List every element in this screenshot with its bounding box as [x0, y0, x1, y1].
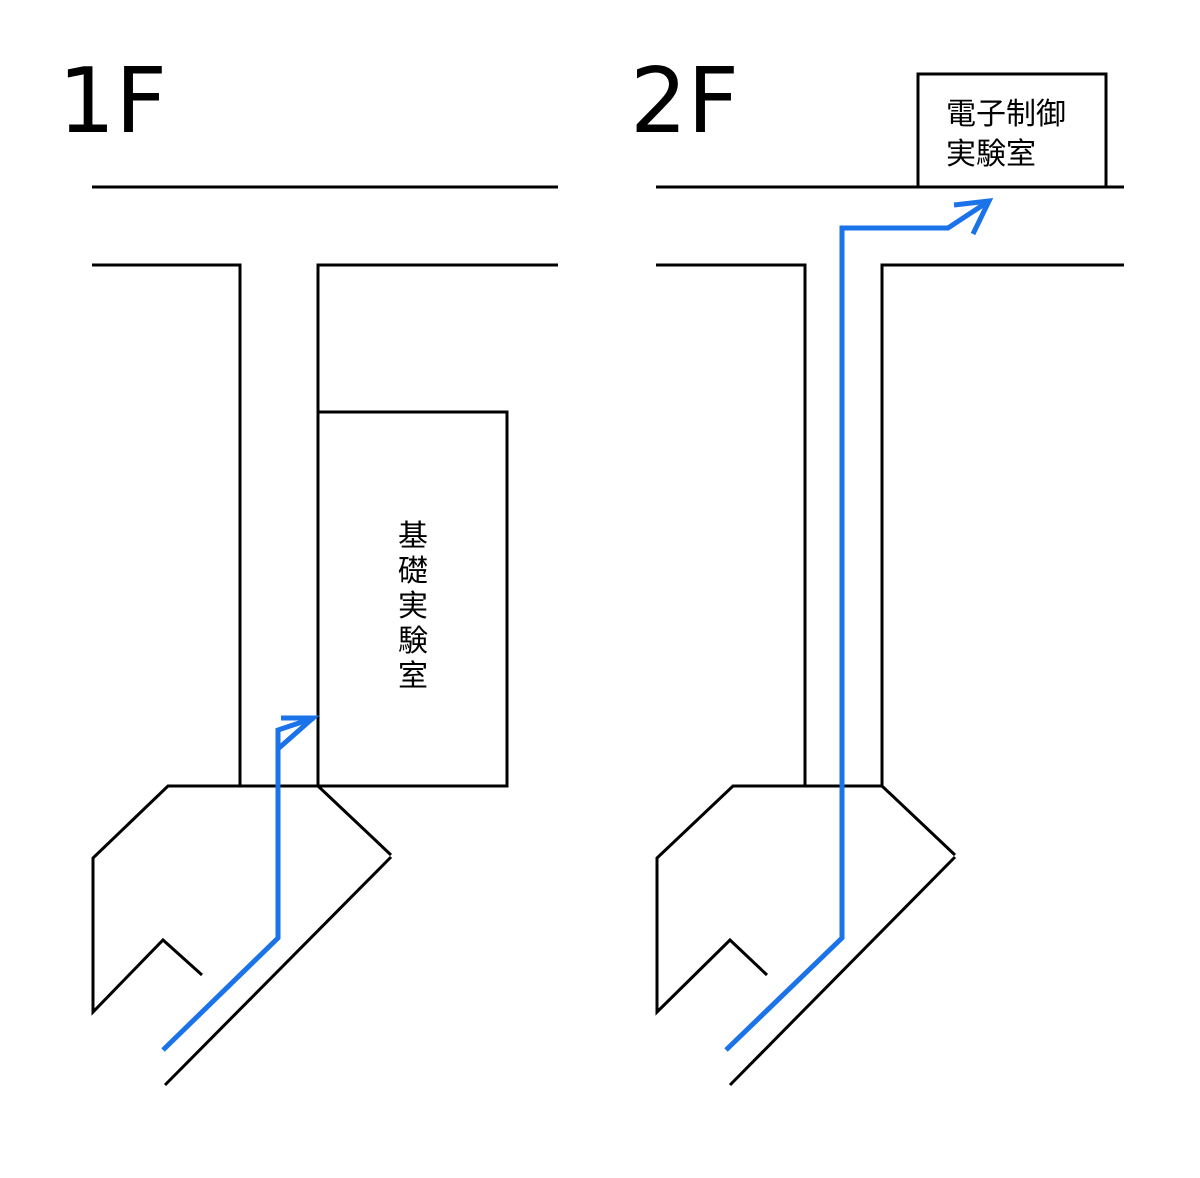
floor-1f-room-char: 礎: [398, 554, 428, 589]
floor-1f-room-char: 実: [398, 589, 428, 624]
floor-1f-corridor-wall-left: [92, 263, 242, 786]
floor-2f-route-arrowhead: [953, 197, 994, 236]
floor-1f-room-label: 基 礎 実 験 室: [398, 519, 428, 694]
floor-1f-room-box: [316, 410, 509, 788]
floor-2f: 2F 電子制御 実験室: [630, 49, 1124, 1087]
floor-1f-entrance-outline: [91, 784, 393, 1016]
floor-1f-route-arrowhead: [277, 715, 320, 750]
floor-1f-route-path: [161, 715, 315, 1052]
floor-2f-room-box: [916, 72, 1108, 189]
floor-2f-room-line: 電子制御: [946, 97, 1066, 132]
floor-1f-room-char: 基: [398, 519, 428, 554]
floor-2f-room-label: 電子制御 実験室: [946, 97, 1066, 172]
floor-1f: 1F 基 礎 実 験 室: [58, 49, 558, 1087]
floor-2f-route-path: [724, 198, 991, 1052]
floor-2f-entrance-wall: [728, 855, 957, 1087]
floor-1f-room-char: 室: [398, 659, 428, 694]
floor-1f-room-char: 験: [398, 624, 428, 659]
floor-1f-corridor-wall-right: [316, 263, 558, 786]
floor-2f-room-line: 実験室: [946, 137, 1036, 172]
floor-1f-entrance-wall: [163, 855, 393, 1087]
floor-1f-label: 1F: [58, 49, 167, 154]
floor-2f-corridor-wall-left: [656, 263, 807, 786]
floor-2f-entrance-outline: [655, 784, 957, 1016]
floor-2f-label: 2F: [630, 49, 739, 154]
floor-2f-corridor-wall-right: [880, 263, 1124, 786]
